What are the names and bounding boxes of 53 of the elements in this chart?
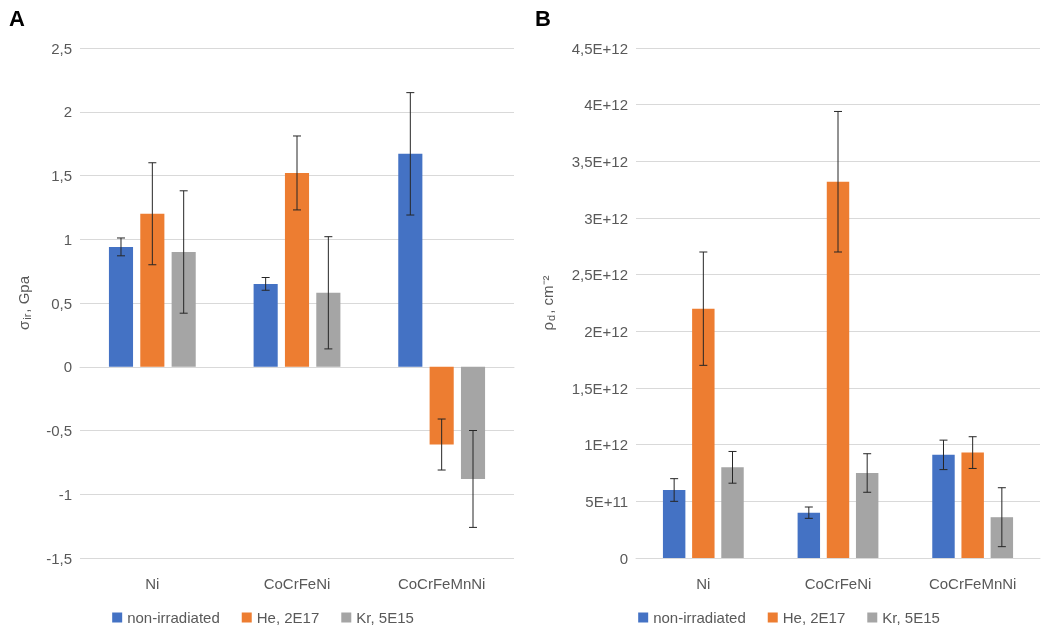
- y-tick-label: 2,5: [51, 39, 72, 57]
- y-tick-label: 1,5E+12: [571, 379, 628, 397]
- y-tick-label: 4,5E+12: [571, 39, 628, 57]
- bar: [961, 452, 984, 558]
- x-tick-label: Ni: [145, 575, 160, 592]
- y-tick-label: 5E+11: [585, 492, 628, 510]
- y-axis-title: ρd, cm⁻²: [539, 275, 557, 331]
- y-tick-label: 3,5E+12: [571, 152, 628, 170]
- bar: [855, 473, 879, 558]
- y-tick-label: -1: [58, 485, 72, 503]
- bar: [171, 252, 196, 367]
- y-tick-label: 1,5: [51, 167, 72, 184]
- legend-label: He, 2E17: [782, 609, 846, 626]
- bar: [990, 517, 1014, 558]
- y-tick-label: 0: [63, 358, 72, 376]
- x-tick-label: CoCrFeNi: [263, 575, 331, 592]
- bar: [797, 512, 821, 558]
- bar: [429, 366, 454, 445]
- y-tick-label: 0,5: [51, 294, 72, 312]
- y-tick-label: 2: [63, 103, 72, 121]
- x-tick-label: CoCrFeNi: [804, 575, 872, 592]
- chart-title: B: [535, 5, 551, 31]
- bar: [662, 490, 686, 558]
- legend-label: Kr, 5E15: [882, 609, 940, 626]
- bar: [460, 366, 486, 479]
- bar: [932, 454, 955, 558]
- chart-title: A: [9, 5, 25, 31]
- y-tick-label: 2,5E+12: [571, 266, 628, 284]
- legend-label: He, 2E17: [256, 609, 320, 626]
- legend-label: Kr, 5E15: [356, 609, 414, 626]
- bar: [826, 181, 850, 558]
- y-tick-label: 3E+12: [584, 209, 628, 227]
- y-tick-label: 4E+12: [584, 96, 628, 114]
- bar: [398, 153, 423, 367]
- bar: [140, 213, 165, 367]
- y-axis-title: σir, Gpa: [15, 275, 33, 331]
- bar: [316, 292, 341, 367]
- y-tick-label: 1E+12: [584, 436, 628, 454]
- legend-label: non-irradiated: [127, 609, 220, 626]
- y-tick-label: 1: [63, 230, 72, 248]
- bar: [253, 283, 278, 367]
- bar: [721, 467, 744, 558]
- bar: [284, 172, 310, 367]
- y-tick-label: -1,5: [46, 549, 72, 567]
- bar: [108, 246, 134, 367]
- y-tick-label: 2E+12: [584, 322, 628, 340]
- x-tick-label: CoCrFeMnNi: [397, 575, 486, 592]
- x-tick-label: Ni: [696, 575, 711, 592]
- legend-label: non-irradiated: [653, 609, 746, 626]
- y-tick-label: 0: [619, 549, 628, 567]
- y-tick-label: -0,5: [46, 422, 72, 439]
- x-tick-label: CoCrFeMnNi: [928, 575, 1017, 592]
- bar: [692, 308, 715, 558]
